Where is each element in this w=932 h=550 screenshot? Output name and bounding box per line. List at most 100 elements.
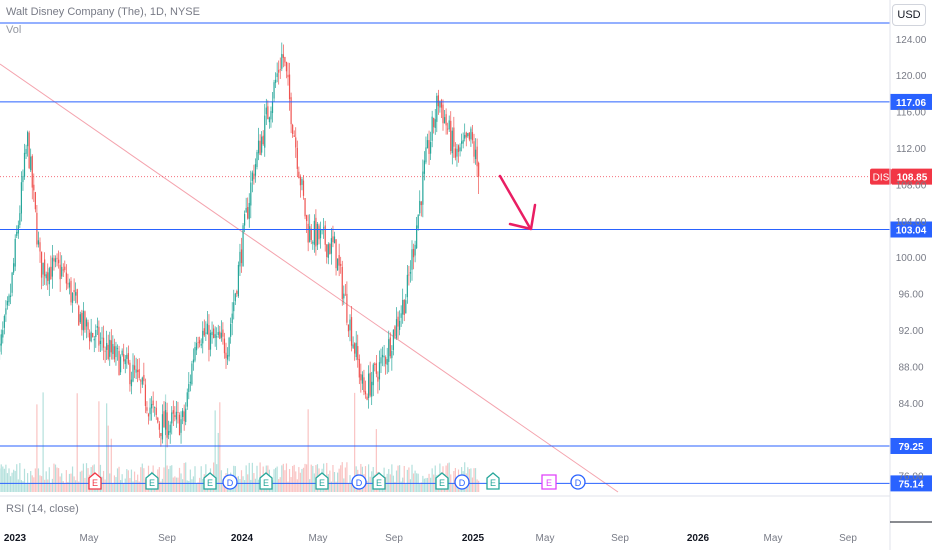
volume-bar [8,468,10,492]
candle-body [106,342,108,350]
candle-body [169,424,171,433]
candle-body [256,152,258,168]
volume-bar [78,481,80,492]
rsi-indicator-label[interactable]: RSI (14, close) [6,503,79,515]
candle-body [140,380,142,382]
candle-body [330,238,333,254]
candle-body [428,140,430,154]
price-tick-label: 108.00 [896,180,927,191]
volume-bar [340,465,342,492]
volume-bar [6,473,9,492]
volume-bar [366,480,368,492]
candle-body [115,346,117,358]
candle-body [247,207,249,219]
candle-body [82,310,85,331]
volume-bar [333,471,336,492]
dividend-marker[interactable] [351,474,367,490]
earnings-marker[interactable] [259,472,273,490]
dividend-marker[interactable] [570,474,586,490]
candle-body [282,54,284,58]
volume-bar [58,468,60,492]
volume-bar [281,465,283,492]
earnings-marker[interactable] [372,472,386,490]
candle-body [11,272,13,293]
volume-bar [310,464,312,492]
volume-bar [409,479,412,492]
candle-body [166,412,168,438]
volume-bar [171,465,173,492]
candle-body [307,223,309,243]
candle-body [37,240,40,245]
earnings-marker[interactable] [541,474,557,490]
time-tick-label: May [80,533,99,544]
dividend-marker[interactable] [222,474,238,490]
candle-body [6,300,9,306]
candle-body [39,242,41,252]
volume-bar [98,401,100,492]
earnings-marker[interactable] [88,472,102,490]
volume-bar [296,479,298,492]
candle-body [45,274,47,279]
earnings-marker[interactable] [486,472,500,490]
earnings-marker[interactable] [435,472,449,490]
projection-arrow[interactable] [498,174,537,231]
volume-bar [453,471,455,492]
candle-body [385,357,387,364]
time-tick-label: 2026 [687,533,710,544]
candle-body [395,319,398,338]
candlestick-series [0,42,480,448]
candle-body [259,140,261,155]
earnings-marker[interactable] [203,472,217,490]
volume-bar [101,476,103,492]
candle-body [194,347,196,361]
candle-body [78,305,80,326]
symbol-tag-label: DIS [873,173,890,184]
descending-trendline[interactable] [0,63,619,493]
volume-bar [37,468,40,492]
price-tick-label: 104.00 [896,217,927,228]
candle-body [323,227,325,229]
earnings-marker[interactable] [315,472,329,490]
candle-body [112,343,114,355]
earnings-marker[interactable] [145,472,159,490]
currency-button[interactable]: USD [892,4,926,26]
dividend-marker[interactable] [454,474,470,490]
candle-body [292,124,294,135]
price-axis[interactable]: 124.00 120.00 116.00 112.00 108.00 104.00 100.… [896,35,927,483]
time-tick-label: Sep [611,533,629,544]
candle-body [92,332,94,338]
volume-bar [87,468,89,492]
time-tick-label: May [764,533,783,544]
candle-body [261,136,263,153]
level-price-tag [890,221,932,238]
candle-body [76,289,78,303]
candle-body [388,339,390,362]
volume-bar [118,466,120,492]
symbol-title[interactable]: Walt Disney Company (The), 1D, NYSE [6,6,200,18]
candle-body [433,117,435,128]
candle-body [386,359,388,365]
volume-bar [329,470,331,492]
candle-body [0,334,2,346]
candle-body [191,363,193,385]
candle-body [68,282,71,288]
candle-body [220,332,222,338]
candle-body [225,352,227,359]
horizontal-levels[interactable]: 117.06 103.04 79.25 75.14 DIS 108.85 [0,22,932,492]
volume-bar [9,476,12,492]
volume-bar [36,404,38,492]
volume-bar [313,473,315,492]
volume-bar [133,471,136,492]
time-axis[interactable]: 2023 May Sep 2024 May Sep 2025 May Sep 2026 May Sep [4,533,857,544]
volume-bar [343,478,345,492]
candle-body [214,334,216,338]
volume-bar [30,471,32,492]
volume-bar [64,483,66,492]
volume-bar [375,429,377,492]
candle-body [454,148,457,158]
candle-body [422,171,424,205]
volume-bar [104,479,106,492]
candle-body [236,291,238,295]
